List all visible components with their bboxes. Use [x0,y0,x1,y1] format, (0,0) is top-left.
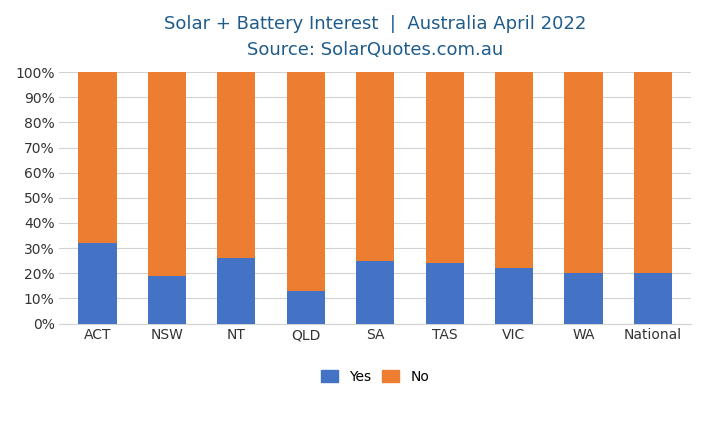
Bar [148,276,186,324]
Bar [356,261,394,324]
Bar [78,72,116,243]
Title: Solar + Battery Interest  |  Australia April 2022
Source: SolarQuotes.com.au: Solar + Battery Interest | Australia Apr… [164,15,587,59]
Bar [217,72,256,258]
Bar [564,72,602,273]
Bar [634,72,672,273]
Bar [148,72,186,276]
Bar [78,243,116,324]
Legend: Yes, No: Yes, No [317,366,433,388]
Bar [564,273,602,324]
Bar [426,263,464,324]
Bar [634,273,672,324]
Bar [495,268,533,324]
Bar [287,72,325,291]
Bar [426,72,464,263]
Bar [217,258,256,324]
Bar [495,72,533,268]
Bar [287,291,325,324]
Bar [356,72,394,261]
